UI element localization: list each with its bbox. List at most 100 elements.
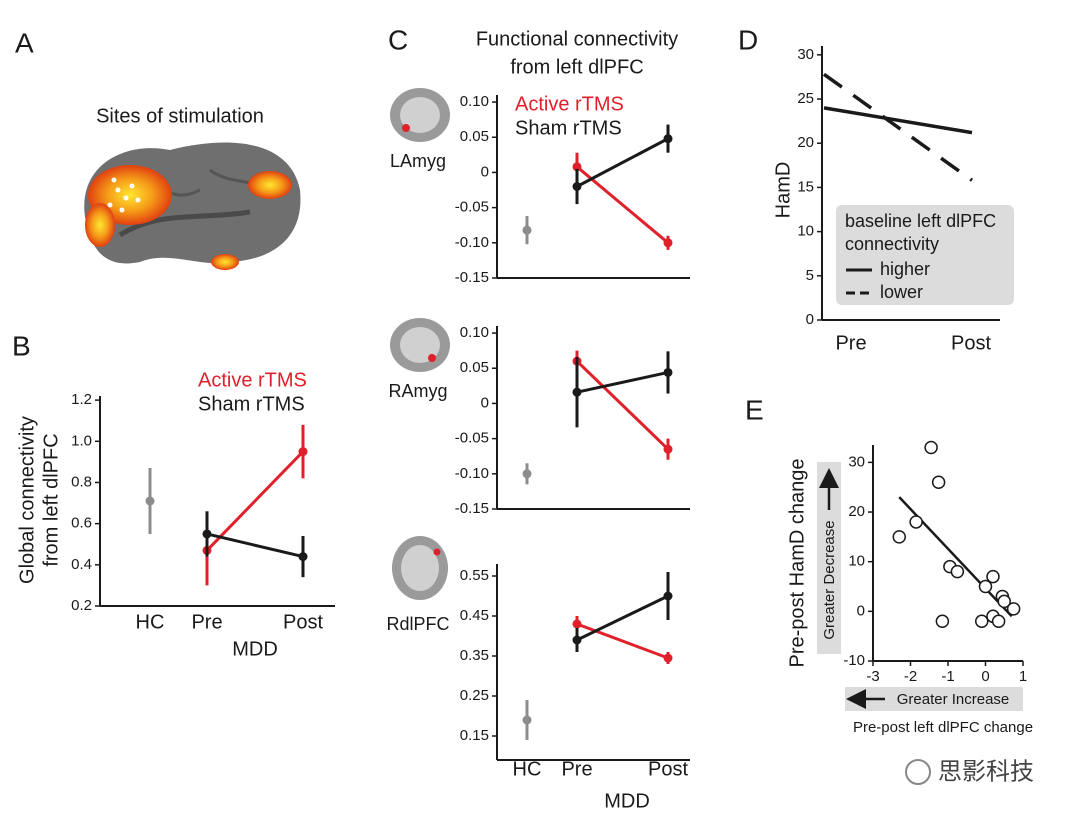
brain-icon [390,88,450,142]
x-axis-label: Pre-post left dlPFC change [853,719,1033,736]
point [924,440,938,455]
point [572,162,582,172]
point [975,614,989,629]
y-tick-label: 0.10 [460,324,489,341]
y-tick-label: 0.4 [71,556,92,573]
panel-label: C [388,24,408,55]
series-line [823,106,973,135]
point [997,594,1011,609]
y-tick-label: 30 [848,453,865,470]
point [663,591,673,601]
annotation: Greater Increase [897,691,1010,708]
series-line [575,360,670,451]
panel-label: B [12,330,31,361]
point [572,182,582,191]
panel-sublabel: RAmyg [388,381,447,401]
x-tick-label: Pre [561,758,592,780]
x-tick-label: -1 [941,668,954,685]
point [663,367,673,377]
y-tick-label: 0 [857,602,865,619]
y-tick-label: 1.0 [71,432,92,449]
y-tick-label: 0.2 [71,597,92,614]
y-tick-label: 0.05 [460,128,489,145]
point [991,614,1006,629]
panel-label: D [738,24,758,55]
y-tick-label: 0 [806,311,814,328]
x-tick-label: Pre [191,611,222,633]
point [145,496,155,506]
x-tick-label: Post [648,758,688,780]
panel-title: from left dlPFC [510,56,643,78]
legend-entry: Sham rTMS [515,117,622,139]
legend-entry: Active rTMS [515,93,624,115]
legend-entry: lower [880,282,923,302]
series-line [205,450,305,552]
series-line [206,532,304,559]
point [522,225,532,235]
panel-label: E [745,394,764,425]
point [950,564,965,579]
y-tick-label: 0.55 [460,567,489,584]
x-tick-label: -2 [904,668,917,685]
x-tick-label: 1 [1019,668,1027,685]
point [202,529,212,539]
series-line [576,622,669,660]
point [909,515,923,529]
series-line [576,594,669,642]
y-tick-label: 0.05 [460,359,489,376]
y-tick-label: 0.6 [71,515,92,532]
point [935,614,950,629]
x-tick-label: -3 [866,668,879,685]
panel-title: Sites of stimulation [96,105,264,127]
point [298,552,308,562]
point [892,530,906,544]
legend-title: connectivity [845,234,939,254]
series-line [822,72,974,182]
series-line [576,370,669,394]
point [298,447,308,457]
x-group-label: MDD [604,790,650,812]
point [522,715,532,725]
watermark-icon [905,759,931,785]
y-tick-label: -0.10 [455,234,489,251]
y-tick-label: 0 [481,163,489,180]
panel-label: A [15,27,34,58]
y-tick-label: 1.2 [71,391,92,408]
point [931,475,946,489]
y-tick-label: 20 [797,134,814,151]
y-tick-label: -0.05 [455,430,489,447]
legend-title: baseline left dlPFC [845,211,996,231]
y-tick-label: 5 [806,267,814,284]
y-axis-label: HamD [772,162,794,219]
brain-icon [390,318,450,372]
y-axis-label: from left dlPFC [40,433,62,566]
y-axis-label: Global connectivity [16,416,38,584]
y-tick-label: 20 [848,503,865,520]
y-tick-label: 0.15 [460,727,489,744]
y-tick-label: -0.10 [455,465,489,482]
y-tick-label: -0.15 [455,269,489,286]
y-tick-label: 30 [797,46,814,63]
y-tick-label: 0.8 [71,473,92,490]
y-tick-label: 0.25 [460,687,489,704]
watermark: 思影科技 [938,758,1034,785]
y-tick-label: -0.05 [455,199,489,216]
point [663,444,673,454]
y-tick-label: 0.45 [460,607,489,624]
brain-illustration [84,142,301,270]
x-tick-label: Post [951,332,991,354]
y-axis-label: Pre-post HamD change [786,459,808,668]
point [572,619,582,629]
x-tick-label: HC [136,611,165,633]
panel-sublabel: RdlPFC [386,614,449,634]
annotation: Greater Decrease [821,520,838,639]
panel-sublabel: LAmyg [390,151,446,171]
fit-line [898,496,1013,618]
y-tick-label: -0.15 [455,500,489,517]
y-tick-label: -10 [843,652,865,669]
x-group-label: MDD [232,638,278,660]
legend-entry: higher [880,259,930,279]
y-tick-label: 25 [797,90,814,107]
x-tick-label: Pre [835,332,866,354]
